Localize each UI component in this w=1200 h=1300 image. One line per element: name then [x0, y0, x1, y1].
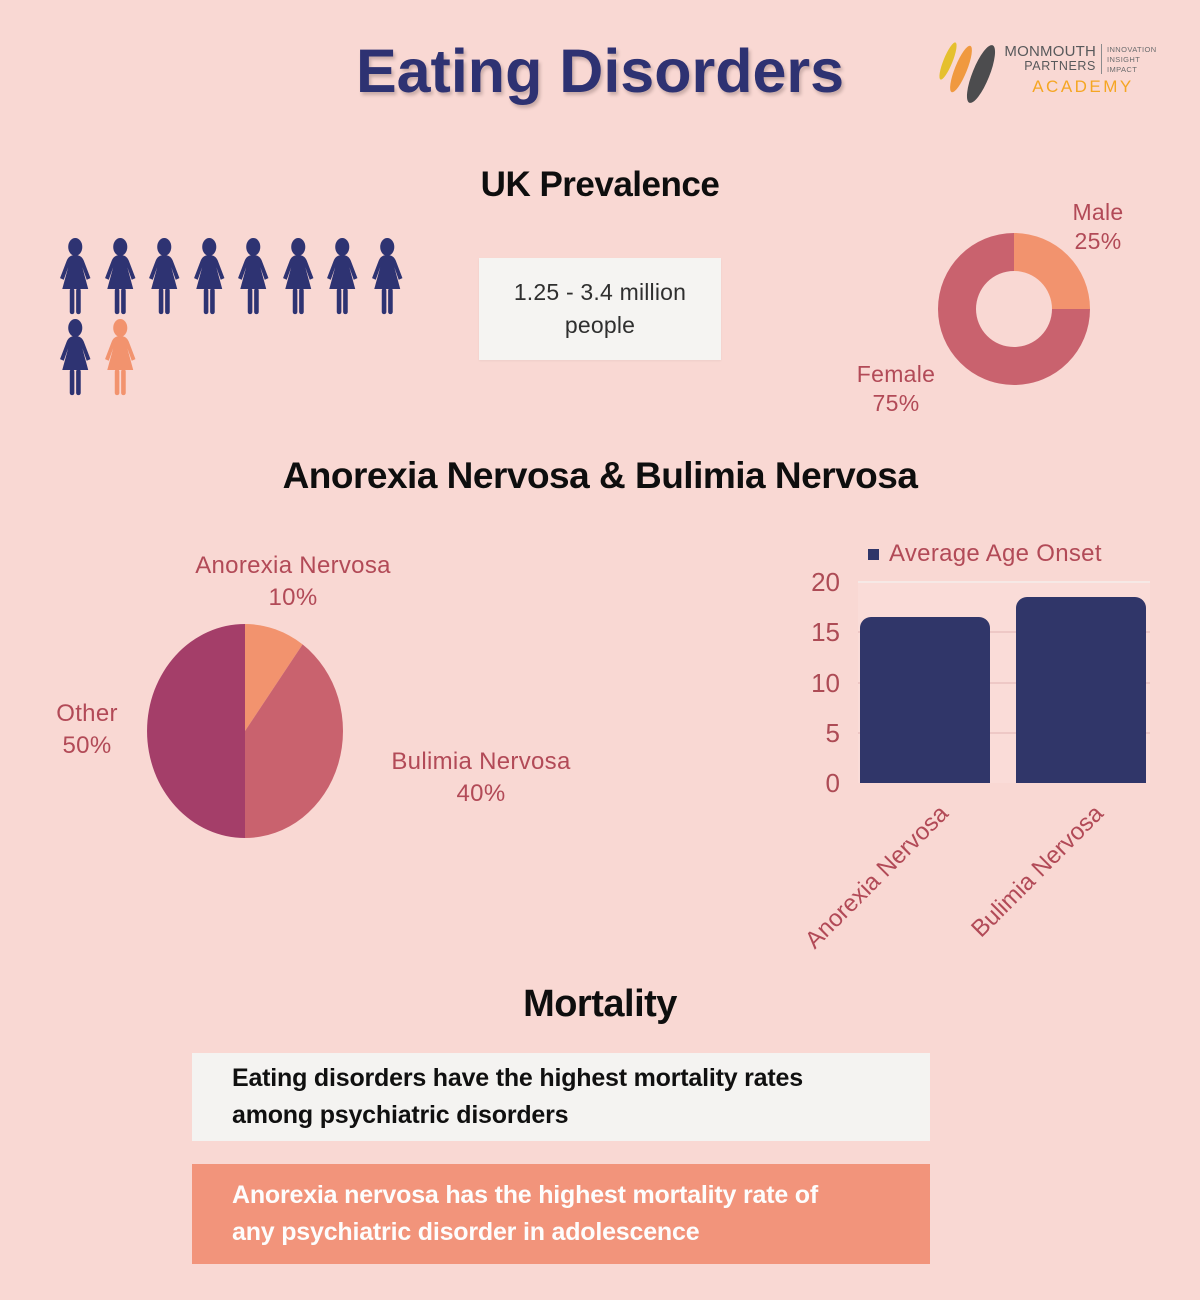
donut-label-female: Female 75%: [856, 361, 936, 416]
person-icon: [98, 238, 143, 319]
logo-academy-label: ACADEMY: [1032, 77, 1134, 97]
bar-chart-legend: Average Age Onset: [868, 540, 1102, 568]
monmouth-partners-logo: MONMOUTH PARTNERS INNOVATION INSIGHT IMP…: [934, 28, 1166, 118]
logo-leaves-icon: [939, 42, 996, 103]
gridline-5: [858, 731, 1150, 734]
gridline-10: [858, 681, 1150, 684]
logo-text: MONMOUTH PARTNERS INNOVATION INSIGHT IMP…: [1000, 44, 1166, 97]
bar-xlabel-anorexia: Anorexia Nervosa: [800, 800, 955, 954]
pie-slice-other: [147, 624, 245, 838]
sex-donut-chart: [938, 233, 1090, 385]
bar-anorexia-nervosa: [860, 617, 990, 783]
person-icon: [365, 238, 410, 319]
person-icon: [276, 238, 321, 319]
mortality-fact-box-1: Eating disorders have the highest mortal…: [192, 1053, 930, 1141]
y-tick-10: 10: [811, 667, 840, 698]
pie-label-anorexia: Anorexia Nervosa 10%: [195, 552, 391, 612]
pie-slice-female: [938, 233, 1090, 385]
gridline-15: [858, 631, 1150, 634]
donut-label-male: Male 25%: [1072, 199, 1124, 254]
person-icon: [53, 319, 98, 400]
y-tick-0: 0: [825, 768, 840, 798]
y-tick-5: 5: [825, 717, 840, 748]
page-title: Eating Disorders: [355, 37, 845, 105]
mortality-fact-box-2: Anorexia nervosa has the highest mortali…: [192, 1164, 930, 1264]
pie-label-bulimia: Bulimia Nervosa 40%: [391, 748, 571, 808]
person-icon: [142, 238, 187, 319]
logo-company-name: MONMOUTH PARTNERS: [1004, 43, 1096, 73]
pie-slice-male: [1014, 233, 1090, 309]
person-icon: [231, 238, 276, 319]
bar-bulimia-nervosa: [1016, 597, 1146, 783]
y-tick-15: 15: [811, 617, 840, 648]
pictogram-row: [53, 238, 433, 319]
section-heading-mortality: Mortality: [523, 983, 677, 1025]
gridline-20: [858, 581, 1150, 583]
logo-divider: [1101, 44, 1102, 75]
prevalence-pictogram: [53, 238, 433, 400]
person-icon: [53, 238, 98, 319]
section-heading-disorders: Anorexia Nervosa & Bulimia Nervosa: [282, 455, 918, 496]
pie-slice-bulimia-nervosa: [245, 644, 343, 838]
logo-tagline: INNOVATION INSIGHT IMPACT: [1107, 45, 1157, 74]
section-heading-uk-prevalence: UK Prevalence: [480, 165, 720, 204]
prevalence-info-line2: people: [564, 312, 636, 338]
person-icon: [187, 238, 232, 319]
pie-label-other: Other 50%: [56, 700, 118, 760]
y-tick-20: 20: [811, 567, 840, 597]
person-icon: [320, 238, 365, 319]
bar-chart-plot-area: [858, 581, 1150, 783]
prevalence-info-box: 1.25 - 3.4 million people: [479, 258, 721, 360]
bar-xlabel-bulimia: Bulimia Nervosa: [966, 800, 1110, 943]
person-icon: [98, 319, 143, 400]
pictogram-row: [53, 319, 433, 400]
legend-label: Average Age Onset: [889, 540, 1102, 567]
pie-slice-anorexia-nervosa: [245, 624, 303, 731]
prevalence-info-line1: 1.25 - 3.4 million: [513, 278, 687, 305]
legend-marker-icon: [868, 548, 879, 560]
bar-chart-y-axis: 0 5 10 15 20: [770, 569, 840, 796]
disorder-pie-chart: [147, 624, 343, 838]
